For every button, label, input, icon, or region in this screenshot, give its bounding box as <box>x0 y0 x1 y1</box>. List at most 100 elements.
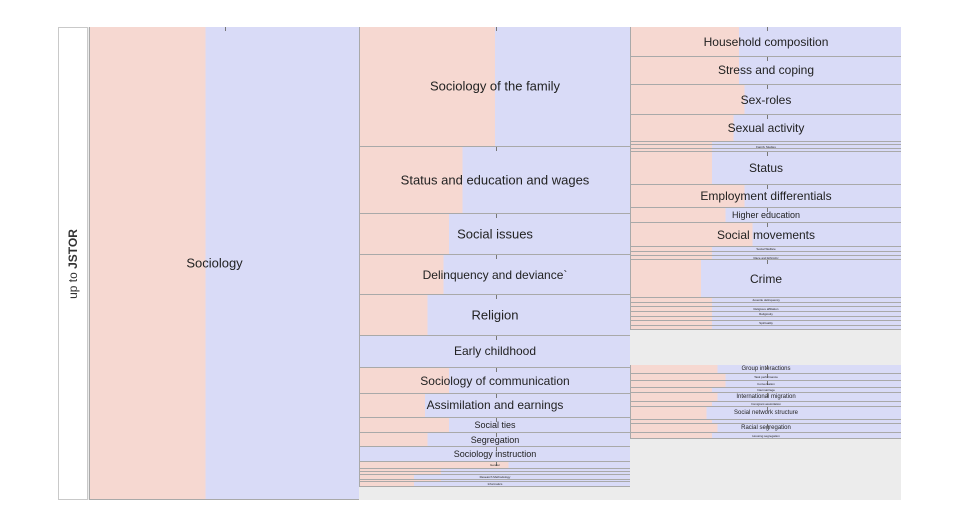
node-label: Juvenile delinquency <box>752 297 780 302</box>
level-3-node[interactable]: Race and Ethnicity <box>630 256 901 261</box>
level-2-node[interactable]: Research Methodology <box>359 474 630 480</box>
level-2-node[interactable] <box>359 471 630 475</box>
level-3-node[interactable] <box>630 326 901 331</box>
center-tick <box>766 207 768 212</box>
level-2-node[interactable]: Assimilation and earnings <box>359 394 630 418</box>
node-label: Religion <box>471 307 519 323</box>
node-label: Research Methodology <box>479 474 511 479</box>
node-label: Intermarriage <box>757 387 775 392</box>
level-1-node[interactable]: Sociology <box>89 27 359 500</box>
level-3-node[interactable]: Religiosity <box>630 312 901 318</box>
node-label: Sociology <box>186 255 243 271</box>
level-2-node[interactable]: Gender <box>359 462 630 470</box>
level-3-node[interactable]: Intermarriage <box>630 387 901 393</box>
level-3-node[interactable]: Higher education <box>630 207 901 224</box>
level-3-node[interactable] <box>630 302 901 307</box>
level-3-node[interactable]: Conversation <box>630 381 901 388</box>
center-tick <box>495 367 497 372</box>
level-2-node[interactable]: Social issues <box>359 214 630 256</box>
node-label: Early childhood <box>453 344 537 359</box>
center-tick <box>495 433 497 438</box>
level-3-node[interactable] <box>630 420 901 425</box>
center-tick <box>495 27 497 31</box>
side-label: up to JSTOR <box>58 27 88 500</box>
level-2-node[interactable]: Early childhood <box>359 335 630 368</box>
level-3-node[interactable] <box>630 317 901 322</box>
node-label: Status <box>748 160 784 175</box>
level-2-node[interactable]: Delinquency and deviance` <box>359 255 630 296</box>
node-label: Spirituality <box>759 321 773 326</box>
center-tick <box>495 335 497 340</box>
level-3-node[interactable]: Stress and coping <box>630 57 901 85</box>
node-label: Higher education <box>731 209 801 220</box>
level-3-node[interactable]: Crime <box>630 260 901 298</box>
center-tick <box>766 115 768 120</box>
node-label: Status and education and wages <box>400 172 590 188</box>
level-2-node[interactable] <box>359 479 630 483</box>
level-3-node[interactable] <box>630 141 901 146</box>
center-tick <box>495 394 497 399</box>
level-3-node[interactable]: Social Welfare <box>630 247 901 253</box>
level-3-node[interactable]: Housing segregation <box>630 433 901 439</box>
node-label: Social movements <box>716 227 816 242</box>
node-label: Task performance <box>754 375 778 380</box>
node-label: Religiosity <box>759 312 773 317</box>
center-tick <box>766 381 768 386</box>
level-3-node[interactable]: Employment differentials <box>630 184 901 208</box>
level-3-node[interactable] <box>630 252 901 257</box>
level-3-node[interactable]: Immigrant assimilation <box>630 401 901 407</box>
center-tick <box>495 295 497 300</box>
empty-space <box>630 330 901 366</box>
level-3-node[interactable]: Religious affiliation <box>630 306 901 312</box>
level-2-node[interactable]: Sociology of communication <box>359 367 630 395</box>
center-tick <box>225 27 226 31</box>
level-3-node[interactable]: Social movements <box>630 223 901 248</box>
node-label: Social network structure <box>733 410 799 417</box>
node-label: Household composition <box>703 34 829 49</box>
center-tick <box>766 184 768 189</box>
level-3-node[interactable]: Task performance <box>630 374 901 382</box>
level-2-node[interactable]: Segregation <box>359 433 630 448</box>
level-3-node[interactable]: Spirituality <box>630 321 901 327</box>
node-label: Crime <box>750 271 782 286</box>
node-label: Racial segregation <box>741 425 791 432</box>
level-3-node[interactable]: Status <box>630 152 901 185</box>
node-label: Social issues <box>457 226 533 242</box>
node-label: Conversation <box>757 382 775 387</box>
node-label: Employment differentials <box>700 188 832 203</box>
node-label: Sex-roles <box>740 92 792 107</box>
center-tick <box>766 57 768 62</box>
node-label: International migration <box>736 393 796 400</box>
side-label-text: up to JSTOR <box>66 229 80 299</box>
center-tick <box>495 255 497 260</box>
node-label: Segregation <box>470 434 520 445</box>
level-3-node[interactable]: Sexual activity <box>630 115 901 142</box>
node-label: Social Welfare <box>756 247 776 252</box>
side-label-prefix: up to <box>66 268 80 299</box>
node-label: Gender <box>489 463 500 468</box>
level-2-node[interactable]: Sociology of the family <box>359 27 630 147</box>
level-2-node[interactable] <box>359 469 630 472</box>
level-2-node[interactable]: Status and education and wages <box>359 146 630 215</box>
level-2-node[interactable]: Social ties <box>359 417 630 434</box>
level-3-node[interactable]: Family Studies <box>630 145 901 150</box>
level-2-node[interactable]: Informatics <box>359 482 630 487</box>
center-tick <box>766 424 768 429</box>
empty-space <box>359 486 630 500</box>
level-2-node[interactable]: Religion <box>359 295 630 336</box>
level-3-node[interactable]: Social network structure <box>630 407 901 421</box>
level-3-node[interactable]: International migration <box>630 392 901 402</box>
level-3-node[interactable]: Sex-roles <box>630 84 901 116</box>
level-3-node[interactable]: Group interactions <box>630 365 901 375</box>
center-tick <box>766 407 768 412</box>
node-label: Group interactions <box>741 366 791 373</box>
level-3-node[interactable]: Juvenile delinquency <box>630 297 901 303</box>
center-tick <box>766 260 768 265</box>
center-tick <box>495 462 497 467</box>
node-label: Sociology of communication <box>420 373 570 388</box>
level-2-node[interactable]: Sociology instruction <box>359 447 630 463</box>
level-3-node[interactable]: Racial segregation <box>630 424 901 434</box>
level-3-node[interactable]: Household composition <box>630 27 901 58</box>
level-3-node[interactable] <box>630 149 901 153</box>
center-tick <box>766 152 768 157</box>
